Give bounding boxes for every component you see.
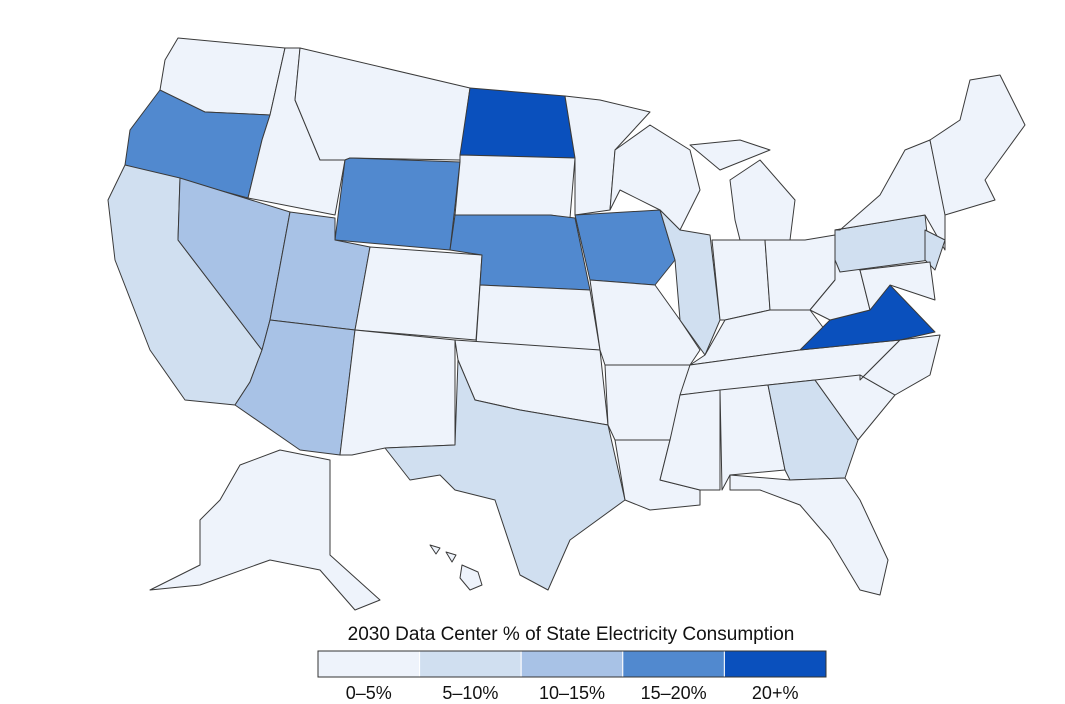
state	[459, 87, 576, 159]
state	[929, 74, 1026, 216]
state	[729, 159, 796, 241]
state	[294, 47, 471, 161]
state	[429, 544, 441, 555]
state	[445, 551, 457, 563]
state	[659, 209, 721, 356]
legend-label: 15–20%	[641, 683, 707, 703]
legend-label: 20+%	[752, 683, 799, 703]
legend-label: 5–10%	[442, 683, 498, 703]
legend-swatch	[723, 650, 827, 678]
legend-label: 0–5%	[346, 683, 392, 703]
state	[354, 246, 483, 341]
state	[719, 384, 786, 491]
state	[589, 279, 701, 366]
legend-label: 10–15%	[539, 683, 605, 703]
legend-swatch	[317, 650, 421, 678]
legend-title: 2030 Data Center % of State Electricity …	[348, 624, 795, 645]
legend-swatch	[520, 650, 624, 678]
state	[459, 564, 483, 591]
legend-swatch	[622, 650, 725, 678]
state	[334, 157, 461, 251]
state	[729, 474, 889, 596]
state	[689, 139, 771, 171]
legend-swatch	[419, 650, 522, 678]
state	[574, 209, 676, 286]
state	[149, 449, 381, 611]
state	[859, 261, 936, 311]
state	[454, 154, 576, 219]
legend-border	[317, 650, 827, 678]
state	[339, 329, 456, 456]
states	[107, 37, 1026, 611]
state	[924, 229, 946, 271]
state	[384, 359, 626, 591]
state	[475, 284, 601, 351]
state	[711, 239, 771, 321]
legend: 2030 Data Center % of State Electricity …	[317, 624, 827, 703]
